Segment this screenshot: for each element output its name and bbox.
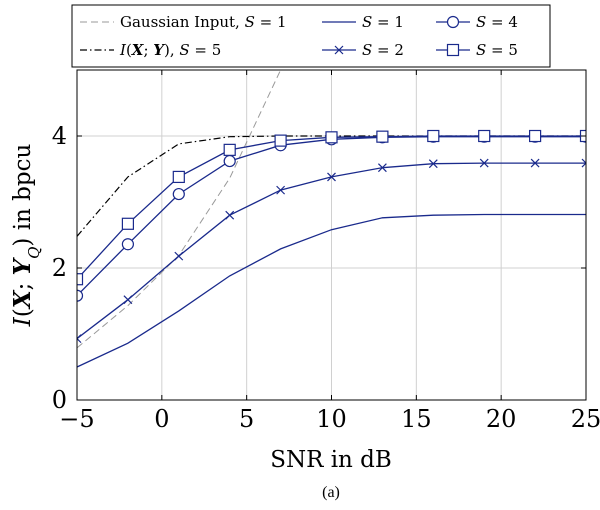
cross-marker <box>377 163 387 173</box>
cross-stroke <box>581 158 586 164</box>
series-line-s1 <box>77 213 586 368</box>
legend-box <box>71 4 551 68</box>
x-tick-label: 20 <box>486 405 517 433</box>
cross-marker <box>334 45 344 55</box>
y-tick-label: 0 <box>52 386 67 414</box>
cross-marker <box>174 251 184 261</box>
circle-marker <box>77 289 84 302</box>
square-marker <box>325 131 338 144</box>
cross-marker <box>123 295 133 305</box>
circle-marker <box>223 154 236 168</box>
cross-marker <box>530 158 540 168</box>
series-group <box>77 70 586 368</box>
legend-label-mi5: I(X; Y), S = 5 <box>119 41 221 59</box>
legend-label-s5: S = 5 <box>476 41 518 59</box>
caption: (a) <box>322 484 340 501</box>
legend: Gaussian Input, S = 1 S = 1 S = 4 I(X; Y), … <box>71 4 551 68</box>
square-marker <box>478 129 491 143</box>
cross-stroke <box>174 251 184 261</box>
circle-marker <box>121 238 135 251</box>
cross-marker <box>479 158 489 168</box>
x-tick-label: 25 <box>571 405 600 433</box>
cross-stroke <box>428 159 438 169</box>
y-axis-label: I(X; YQ) in bpcu <box>9 144 43 328</box>
cross-stroke <box>377 163 387 173</box>
x-axis-label: SNR in dB <box>270 447 392 473</box>
cross-stroke <box>530 158 540 168</box>
cross-stroke <box>581 162 586 168</box>
legend-label-s2: S = 2 <box>362 41 404 59</box>
cross-marker <box>276 185 286 195</box>
x-tick-label: −5 <box>59 405 94 433</box>
cross-marker <box>77 334 82 344</box>
x-tick-label: 15 <box>401 405 432 433</box>
cross-marker <box>327 172 336 182</box>
series-line-gauss <box>77 70 282 349</box>
cross-stroke <box>77 337 82 344</box>
circle-marker <box>172 187 185 201</box>
cross-stroke <box>77 334 82 340</box>
cross-stroke <box>334 45 344 55</box>
cross-marker <box>581 158 586 168</box>
x-tick-label: 10 <box>316 405 347 433</box>
circle-marker <box>446 15 460 29</box>
square-marker <box>77 273 84 286</box>
cross-stroke <box>225 210 235 220</box>
grid <box>77 70 586 400</box>
square-marker <box>427 129 440 143</box>
cross-stroke <box>123 295 133 305</box>
square-marker <box>172 170 185 184</box>
legend-label-gauss: Gaussian Input, S = 1 <box>120 13 287 31</box>
y-tick-label: 4 <box>52 122 67 150</box>
cross-stroke <box>479 158 489 168</box>
cross-stroke <box>327 172 336 182</box>
cross-stroke <box>276 185 286 195</box>
square-marker <box>376 130 389 143</box>
square-marker <box>223 143 236 156</box>
y-tick-label: 2 <box>52 254 67 282</box>
square-marker <box>528 129 542 143</box>
cross-marker <box>428 159 438 169</box>
square-marker <box>446 43 460 57</box>
x-tick-label: 0 <box>154 405 169 433</box>
legend-label-s1: S = 1 <box>362 13 404 31</box>
cross-marker <box>225 210 235 220</box>
square-marker <box>121 217 135 230</box>
legend-label-s4: S = 4 <box>476 13 518 31</box>
x-tick-label: 5 <box>239 405 254 433</box>
square-marker <box>274 134 287 147</box>
